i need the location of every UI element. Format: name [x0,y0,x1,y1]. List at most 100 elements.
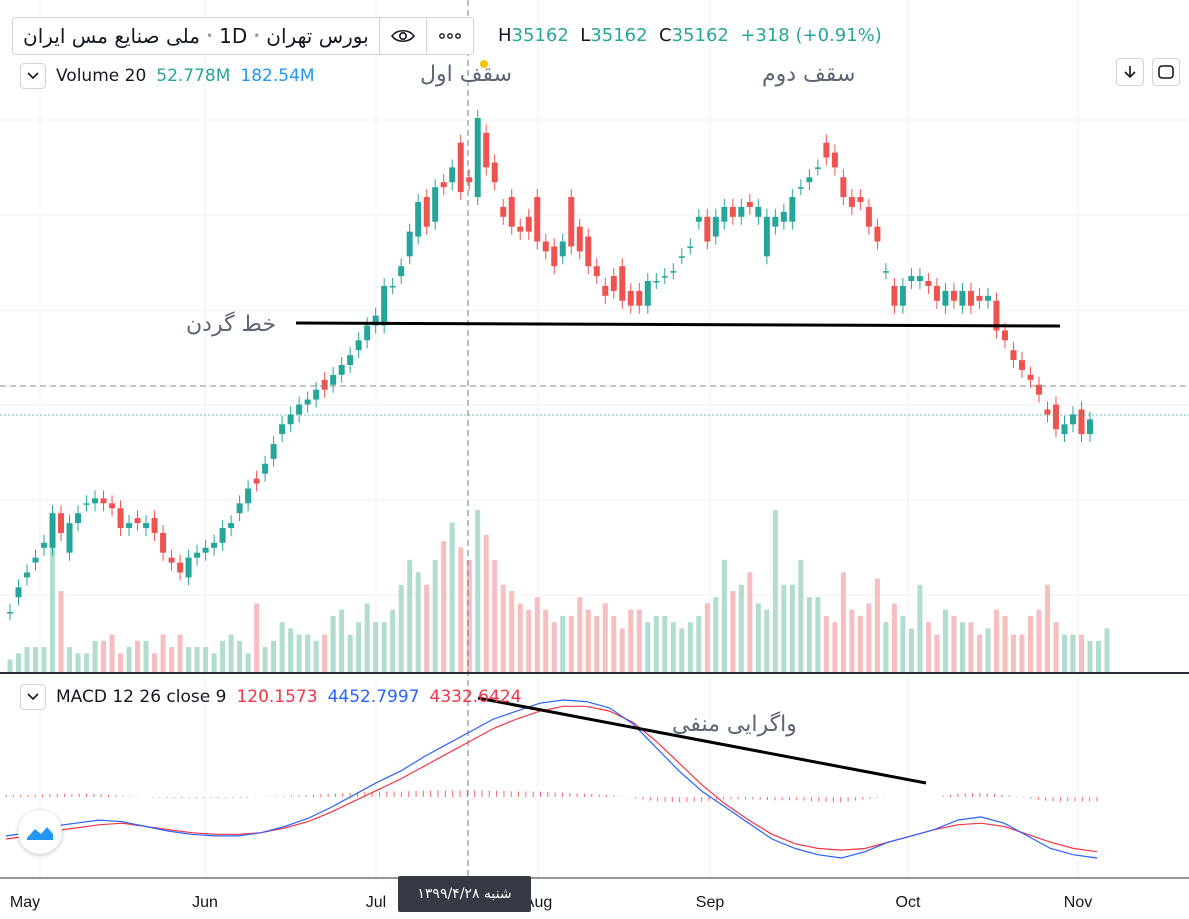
volume-bar [874,578,880,672]
macd-signal-value: 4332.6424 [429,687,522,707]
volume-bar [730,591,736,672]
x-tick-label: Oct [896,894,921,911]
volume-bar [1096,640,1102,672]
tradingview-logo-button[interactable] [18,810,62,854]
volume-bar [696,615,702,672]
volume-bar [662,615,668,672]
volume-collapse-button[interactable] [20,63,46,89]
volume-bar [543,609,549,672]
x-tick-label: Jul [366,894,386,911]
candle-body [1018,360,1025,370]
macd-line [5,699,1098,859]
candle-body [780,211,787,222]
volume-bar [441,541,447,672]
candle-body [704,216,711,242]
volume-bar [806,597,812,672]
volume-bar [296,634,302,672]
candle-body [143,523,150,529]
annotation-top1[interactable]: سقف اول [420,62,513,87]
volume-bar [322,634,328,672]
volume-bar [551,622,557,672]
volume-bar [245,653,251,672]
volume-bar [866,603,872,672]
annotation-divergence[interactable]: واگرایی منفی [672,712,797,737]
volume-bar [849,609,855,672]
eye-button[interactable] [378,18,426,54]
volume-bar [619,628,625,672]
volume-bar [33,647,39,672]
volume-bar [1044,584,1050,672]
volume-bar [339,609,345,672]
candle-body [474,118,481,198]
volume-bar [67,647,73,672]
candle-body [228,523,235,529]
volume-bar [891,603,897,672]
candle-body [117,508,124,529]
volume-bar [1070,634,1076,672]
volume-bar [356,622,362,672]
candle-body [355,340,362,351]
candle-body [1087,419,1093,435]
volume-bar [840,572,846,672]
volume-bar [721,559,727,672]
macd-hist-value: 120.1573 [236,687,318,707]
annotation-neckline[interactable]: خط گردن [186,312,277,337]
candle-body [1061,424,1068,435]
neckline-line[interactable] [295,321,1061,328]
volume-bar [738,584,744,672]
macd-collapse-button[interactable] [20,684,46,710]
candle-body [432,187,439,222]
symbol-header[interactable]: ملی صنایع مس ایران • 1D • بورس تهران [12,17,474,55]
volume-bar [1010,634,1016,672]
more-button[interactable] [425,18,473,54]
x-tick-label: Jun [192,894,218,911]
candle-body [1010,350,1017,361]
candle-body [874,226,881,242]
candle-body [1069,414,1076,425]
volume-bar [1104,628,1110,672]
candle-body [517,226,524,232]
volume-bar [458,547,464,672]
volume-bar [951,615,957,672]
candle-body [967,290,974,306]
volume-bar [424,584,430,672]
symbol-title[interactable]: ملی صنایع مس ایران • 1D • بورس تهران [23,24,369,48]
low-value: 35162 [590,25,648,46]
volume-bar [985,628,991,672]
chevron-down-icon [27,72,39,80]
candle-body [134,518,141,524]
candle-body [321,379,328,390]
candle-body [942,290,949,306]
volume-bar [1053,622,1059,672]
candle-body [15,587,22,598]
candle-body [279,424,286,435]
scroll-down-button[interactable] [1116,58,1144,86]
volume-bar [407,559,413,672]
candle-body [568,197,575,247]
fullscreen-button[interactable] [1152,58,1180,86]
volume-bar [789,584,795,672]
volume-bar [976,634,982,672]
volume-bar [781,584,787,672]
candle-body [415,201,422,237]
annotation-top2[interactable]: سقف دوم [762,62,856,87]
volume-bar [959,622,965,672]
volume-bar [993,609,999,672]
candle-body [619,266,626,301]
candle-body [100,498,107,504]
volume-bar [254,603,260,672]
volume-bar [534,597,540,672]
volume-bar [373,622,379,672]
macd-line-value: 4452.7997 [327,687,420,707]
candle-body [1078,409,1085,435]
candle-body [789,197,796,222]
candle-body [398,266,405,277]
divergence-line[interactable] [477,696,927,785]
chevron-down-icon [27,693,39,701]
event-marker[interactable] [480,60,488,68]
volume-bar [169,647,175,672]
candle-body [848,197,855,207]
volume-value-2: 182.54M [240,66,315,86]
volume-bar [101,640,107,672]
